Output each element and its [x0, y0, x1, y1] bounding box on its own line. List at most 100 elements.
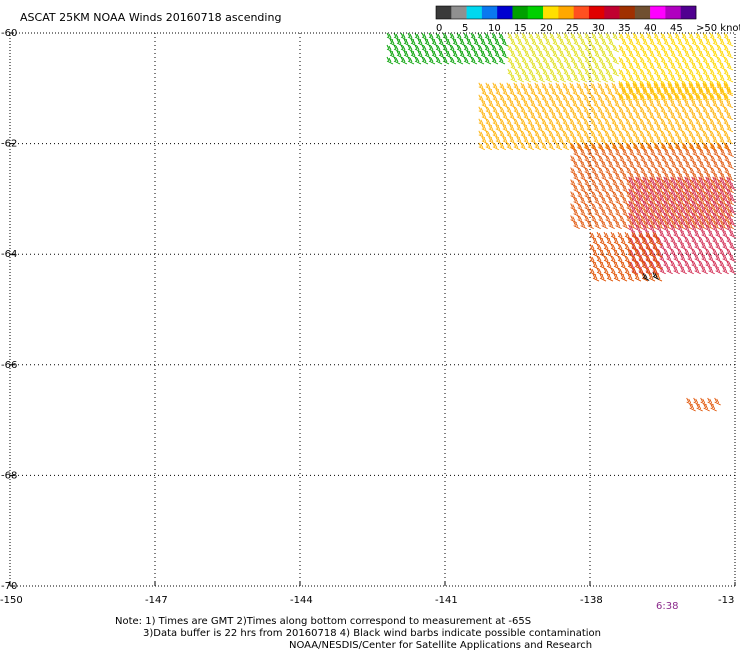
wind-barb — [642, 112, 650, 121]
wind-barb — [537, 100, 545, 109]
wind-barb — [688, 56, 696, 65]
wind-barb — [573, 62, 581, 71]
legend-swatch — [588, 6, 605, 19]
wind-barb — [621, 74, 629, 83]
wind-barb — [558, 124, 566, 133]
wind-barb — [705, 38, 713, 47]
wind-barb — [645, 243, 653, 252]
wind-barb — [530, 124, 538, 133]
wind-barb — [698, 200, 705, 209]
wind-barb — [723, 94, 731, 103]
wind-barb — [722, 242, 729, 251]
wind-barb — [681, 56, 689, 65]
wind-barb — [596, 243, 604, 252]
wind-barb — [661, 143, 668, 152]
wind-barb — [667, 118, 675, 127]
wind-barb — [608, 50, 616, 59]
wind-barb — [591, 215, 598, 224]
wind-barb — [625, 82, 633, 91]
wind-barb — [705, 112, 713, 121]
wind-barb — [663, 188, 670, 197]
wind-barb — [712, 200, 719, 209]
wind-barb — [579, 112, 587, 121]
wind-barb — [626, 155, 633, 164]
wind-barb — [599, 273, 607, 282]
wind-barb — [488, 136, 496, 145]
wind-barb — [641, 249, 649, 258]
wind-barb — [566, 74, 574, 83]
wind-barb — [708, 242, 715, 251]
wind-barb — [729, 254, 736, 263]
wind-barb — [698, 62, 706, 71]
wind-barb — [596, 267, 604, 276]
wind-barb — [548, 94, 556, 103]
wind-barb — [650, 161, 657, 170]
wind-barb — [396, 50, 404, 59]
wind-barb — [594, 50, 602, 59]
wind-barb — [619, 167, 626, 176]
wind-barb — [659, 266, 666, 275]
wind-barb — [696, 155, 703, 164]
wind-barb — [670, 224, 677, 233]
wind-barb — [677, 188, 684, 197]
wind-barb — [636, 149, 643, 158]
wind-barb — [509, 112, 517, 121]
wind-barb — [715, 182, 722, 191]
wind-barb — [670, 74, 678, 83]
wind-barb — [619, 203, 626, 212]
legend-label: 35 — [618, 23, 631, 34]
wind-barb — [580, 173, 587, 182]
wind-barb — [499, 94, 507, 103]
wind-barb — [393, 32, 401, 41]
wind-barb — [642, 176, 649, 185]
wind-barb — [694, 206, 701, 215]
wind-barb — [520, 94, 528, 103]
wind-barb — [598, 167, 605, 176]
wind-barb — [576, 106, 584, 115]
wind-barb — [703, 167, 710, 176]
wind-barb — [673, 242, 680, 251]
wind-barb — [639, 130, 647, 139]
wind-barb — [643, 161, 650, 170]
wind-barb — [577, 155, 584, 164]
wind-barb — [521, 32, 529, 41]
wind-barb — [520, 130, 528, 139]
wind-barb — [584, 203, 591, 212]
wind-barb — [591, 191, 598, 200]
wind-barb — [569, 82, 577, 91]
wind-barb — [691, 74, 699, 83]
wind-barb — [607, 100, 615, 109]
wind-barb — [726, 88, 734, 97]
wind-barb — [687, 266, 694, 275]
wind-barb — [594, 149, 601, 158]
x-tick-label: -144 — [290, 595, 313, 606]
wind-barb — [603, 267, 611, 276]
wind-barb — [610, 231, 618, 240]
wind-barb — [507, 56, 515, 65]
wind-barb — [624, 243, 632, 252]
wind-barb — [621, 112, 629, 121]
wind-barb — [424, 50, 432, 59]
wind-barb — [545, 62, 553, 71]
wind-barb — [708, 206, 715, 215]
wind-barb — [477, 44, 485, 53]
wind-barb — [688, 94, 696, 103]
wind-barb — [717, 167, 724, 176]
wind-barb — [601, 38, 609, 47]
wind-barb — [705, 248, 712, 257]
wind-barb — [698, 248, 705, 257]
wind-barb — [684, 212, 691, 221]
wind-barb — [703, 155, 710, 164]
wind-barb — [705, 188, 712, 197]
wind-barb — [552, 62, 560, 71]
wind-barb — [551, 124, 559, 133]
wind-barb — [459, 38, 467, 47]
wind-barb — [712, 176, 719, 185]
wind-barb — [570, 155, 577, 164]
wind-barb — [516, 100, 524, 109]
wind-barb — [478, 142, 486, 151]
wind-barb — [597, 94, 605, 103]
wind-barb — [593, 124, 601, 133]
wind-barb — [712, 88, 720, 97]
wind-barb — [707, 397, 714, 406]
